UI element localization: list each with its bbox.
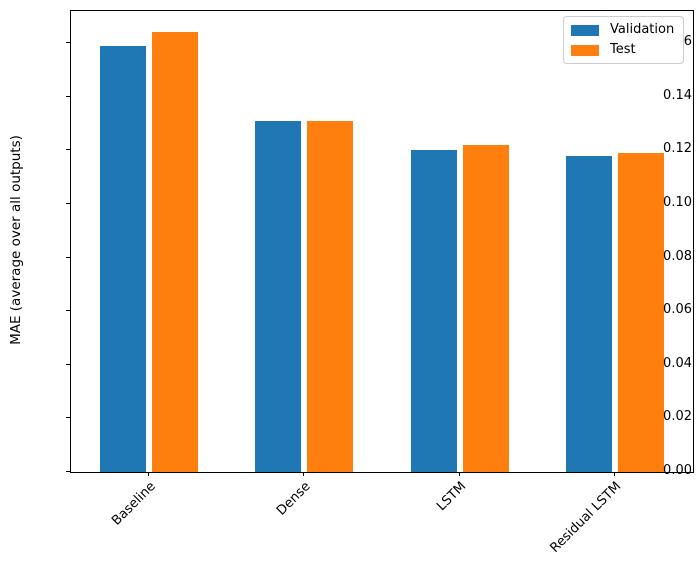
validation-color-swatch: [571, 24, 599, 36]
bar-validation-baseline: [100, 45, 146, 472]
x-tick-label-lstm: LSTM: [434, 479, 470, 515]
y-axis-label: MAE (average over all outputs): [8, 135, 24, 345]
bar-test-dense: [307, 120, 354, 472]
y-tick-mark: [66, 417, 70, 419]
y-tick-label: 0.02: [663, 409, 692, 425]
y-tick-mark: [66, 202, 70, 204]
y-tick-mark: [66, 471, 70, 472]
x-tick-mark: [148, 472, 149, 476]
y-tick-mark: [66, 256, 70, 258]
y-tick-label: 0.04: [663, 355, 692, 371]
x-tick-label-residual-lstm: Residual LSTM: [547, 479, 625, 556]
x-tick-mark: [458, 472, 460, 476]
x-tick-label-dense: Dense: [274, 479, 314, 519]
y-tick-mark: [66, 95, 70, 97]
y-tick-mark: [66, 363, 70, 365]
y-tick-label: 0.00: [663, 463, 692, 478]
bar-test-baseline: [152, 32, 198, 472]
legend-item-validation: Validation: [571, 23, 674, 37]
y-tick-label: 0.06: [663, 302, 692, 318]
x-axis-labels: Baseline Dense LSTM Residual LSTM: [70, 479, 692, 569]
y-tick-label: 0.12: [663, 141, 692, 157]
bar-test-lstm: [462, 145, 509, 472]
legend-label-validation: Validation: [610, 22, 675, 37]
x-tick-label-baseline: Baseline: [109, 479, 159, 529]
bar-validation-residual-lstm: [566, 155, 612, 472]
x-tick-mark: [303, 472, 305, 476]
y-tick-label: 0.14: [663, 87, 692, 103]
bar-test-residual-lstm: [618, 153, 664, 472]
legend-label-test: Test: [610, 42, 636, 57]
y-tick-mark: [66, 42, 70, 44]
bar-validation-lstm: [410, 150, 457, 472]
y-tick-mark: [66, 149, 70, 151]
x-tick-mark: [614, 472, 615, 476]
legend-item-test: Test: [571, 43, 674, 57]
y-tick-label: 0.08: [663, 248, 692, 264]
legend: Validation Test: [563, 16, 685, 64]
y-tick-label: 0.10: [663, 194, 692, 210]
bar-validation-dense: [255, 120, 302, 472]
test-color-swatch: [571, 44, 599, 56]
plot-area: [70, 10, 694, 473]
y-tick-mark: [66, 310, 70, 312]
